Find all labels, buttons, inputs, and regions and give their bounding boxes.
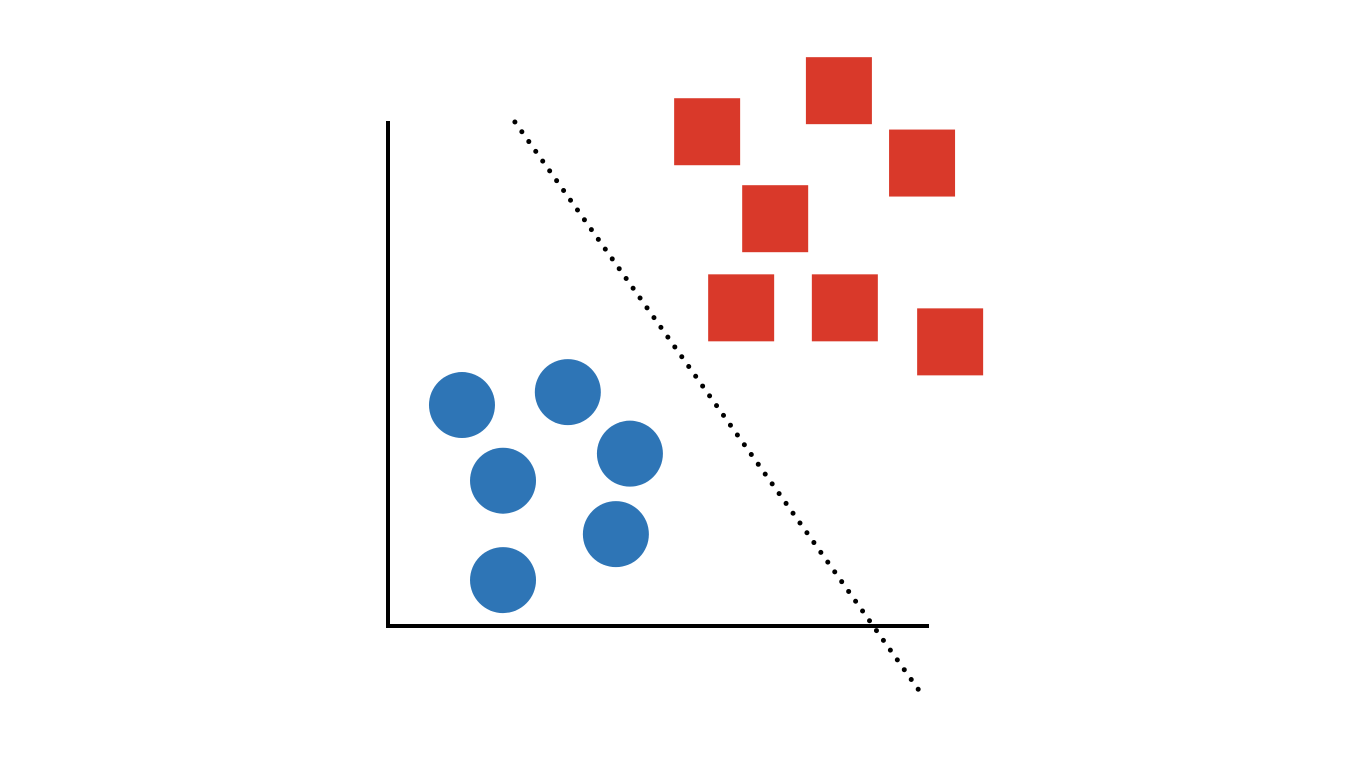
circle-point xyxy=(582,501,649,568)
circle-point xyxy=(428,372,495,439)
square-point xyxy=(805,57,872,125)
circle-point xyxy=(470,447,537,514)
circle-point xyxy=(534,359,601,426)
square-point xyxy=(742,185,809,253)
square-point xyxy=(917,308,984,376)
circle-point xyxy=(470,547,537,614)
square-point xyxy=(889,129,956,197)
square-point xyxy=(811,274,878,342)
circle-point xyxy=(596,420,663,487)
decision-boundary xyxy=(512,119,926,699)
square-point xyxy=(674,98,741,166)
square-point xyxy=(708,274,775,342)
